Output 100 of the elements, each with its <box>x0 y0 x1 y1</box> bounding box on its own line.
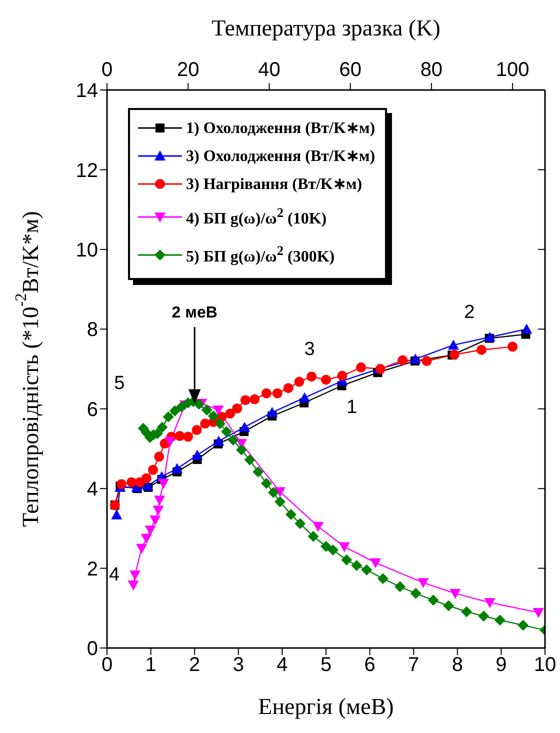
annotation: 3 <box>304 339 315 360</box>
point <box>299 392 310 402</box>
x2-tick-label: 80 <box>420 59 443 81</box>
point <box>172 463 183 474</box>
point <box>261 388 272 398</box>
point <box>169 405 180 416</box>
point <box>443 600 454 612</box>
point <box>232 403 242 414</box>
point <box>341 554 352 566</box>
x-tick-label: 2 <box>189 654 200 676</box>
x2-tick-label: 20 <box>176 59 200 81</box>
legend-label: 5) БП g(ω)/ω$^{2}$ (300K) <box>186 243 335 267</box>
x-tick-label: 6 <box>364 654 376 676</box>
point <box>240 395 250 406</box>
y-tick-label: 4 <box>86 478 98 501</box>
point <box>111 509 122 520</box>
point <box>176 401 187 412</box>
point <box>164 437 176 448</box>
legend-label: 3) Нагрівання (Вт/K∗м) <box>186 175 362 194</box>
y-tick-label: 14 <box>76 80 98 102</box>
point <box>351 560 362 571</box>
point <box>312 522 324 532</box>
x2-tick-label: 0 <box>101 59 113 81</box>
point <box>183 432 194 442</box>
point <box>283 383 294 394</box>
point <box>152 506 164 516</box>
x-tick-label: 1 <box>145 654 156 676</box>
point <box>308 530 319 542</box>
point <box>174 430 185 441</box>
point <box>140 534 152 544</box>
point <box>141 473 152 484</box>
point <box>338 542 350 552</box>
annotation: 5 <box>114 372 125 394</box>
point <box>328 544 339 556</box>
point <box>239 422 250 432</box>
point <box>244 454 256 466</box>
y-tick-label: 6 <box>86 398 98 421</box>
point <box>252 466 264 478</box>
point <box>260 478 272 489</box>
point <box>294 518 306 530</box>
point <box>449 350 460 360</box>
point <box>208 410 219 422</box>
point <box>532 608 544 618</box>
point <box>377 573 388 584</box>
point <box>418 578 429 588</box>
point <box>214 418 226 430</box>
point <box>370 558 381 568</box>
y-tick-label: 8 <box>86 319 98 342</box>
y-tick-label: 10 <box>76 240 98 262</box>
point <box>225 408 236 419</box>
annotation: 2 <box>464 302 475 323</box>
point <box>158 478 169 489</box>
legend-label: 3) Охолодження (Вт/K∗м) <box>186 147 376 166</box>
point <box>266 406 278 417</box>
x-tick-label: 5 <box>320 654 332 676</box>
point <box>394 581 406 592</box>
point <box>518 620 529 631</box>
point <box>126 477 137 488</box>
point <box>192 450 203 460</box>
x-tick-label: 4 <box>276 654 288 676</box>
point <box>148 464 158 475</box>
y-tick-label: 12 <box>76 160 98 182</box>
point <box>193 398 204 410</box>
point <box>320 540 332 552</box>
y-tick-label: 0 <box>86 638 98 660</box>
x-axis-title: Енергія (меВ) <box>258 694 394 719</box>
point <box>228 434 239 446</box>
point <box>478 610 490 622</box>
point <box>201 404 212 416</box>
point <box>130 570 141 581</box>
annotation: 4 <box>108 564 120 586</box>
point <box>272 388 282 398</box>
x2-tick-label: 60 <box>339 59 362 81</box>
point <box>268 487 279 498</box>
x-tick-label: 10 <box>534 654 556 676</box>
point <box>128 580 139 591</box>
point <box>337 370 348 381</box>
x2-axis-title: Температура зразка (K) <box>212 16 440 40</box>
point <box>150 516 161 526</box>
point <box>521 324 532 334</box>
x-tick-label: 7 <box>408 654 420 676</box>
point <box>306 372 317 382</box>
point <box>484 598 496 608</box>
point <box>213 436 224 446</box>
point <box>508 342 518 352</box>
x-tick-label: 8 <box>452 654 463 676</box>
annotation: 1 <box>346 397 358 418</box>
point <box>285 508 296 520</box>
annotation: 2 меВ <box>172 304 218 322</box>
point <box>250 394 260 404</box>
x-tick-label: 3 <box>232 654 244 676</box>
point <box>274 487 286 498</box>
point <box>221 426 232 438</box>
point <box>154 452 164 462</box>
point <box>236 444 247 456</box>
point <box>356 362 366 372</box>
point <box>200 418 210 429</box>
x-tick-label: 0 <box>101 654 113 676</box>
point <box>116 479 126 490</box>
point <box>156 422 168 433</box>
